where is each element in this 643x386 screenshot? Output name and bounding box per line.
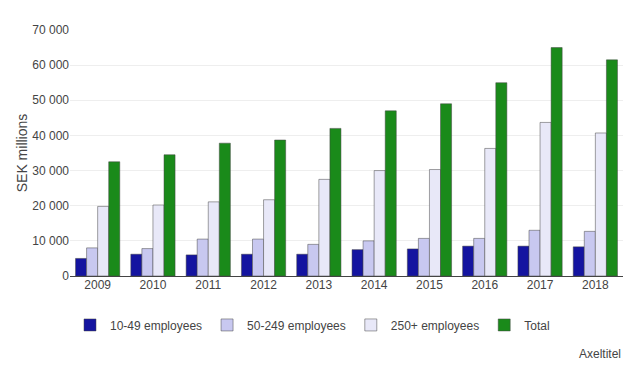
svg-text:30 000: 30 000 bbox=[32, 164, 69, 178]
svg-text:70 000: 70 000 bbox=[32, 23, 69, 37]
svg-text:SEK millions: SEK millions bbox=[14, 114, 30, 193]
svg-text:Total: Total bbox=[524, 319, 549, 333]
svg-text:10-49 employees: 10-49 employees bbox=[110, 319, 202, 333]
svg-text:2011: 2011 bbox=[195, 278, 221, 292]
svg-text:Axeltitel: Axeltitel bbox=[579, 347, 621, 361]
svg-text:2015: 2015 bbox=[416, 278, 443, 292]
svg-text:250+ employees: 250+ employees bbox=[391, 319, 479, 333]
svg-text:2014: 2014 bbox=[361, 278, 388, 292]
svg-text:60 000: 60 000 bbox=[32, 58, 69, 72]
svg-text:2013: 2013 bbox=[305, 278, 332, 292]
svg-text:0: 0 bbox=[62, 269, 69, 283]
svg-text:2010: 2010 bbox=[140, 278, 167, 292]
svg-text:2016: 2016 bbox=[471, 278, 498, 292]
svg-text:50 000: 50 000 bbox=[32, 93, 69, 107]
svg-text:2009: 2009 bbox=[84, 278, 111, 292]
svg-text:50-249 employees: 50-249 employees bbox=[247, 319, 346, 333]
svg-text:20 000: 20 000 bbox=[32, 199, 69, 213]
svg-text:2012: 2012 bbox=[250, 278, 277, 292]
svg-text:10 000: 10 000 bbox=[32, 234, 69, 248]
svg-text:2018: 2018 bbox=[582, 278, 609, 292]
svg-text:2017: 2017 bbox=[527, 278, 554, 292]
svg-text:40 000: 40 000 bbox=[32, 129, 69, 143]
